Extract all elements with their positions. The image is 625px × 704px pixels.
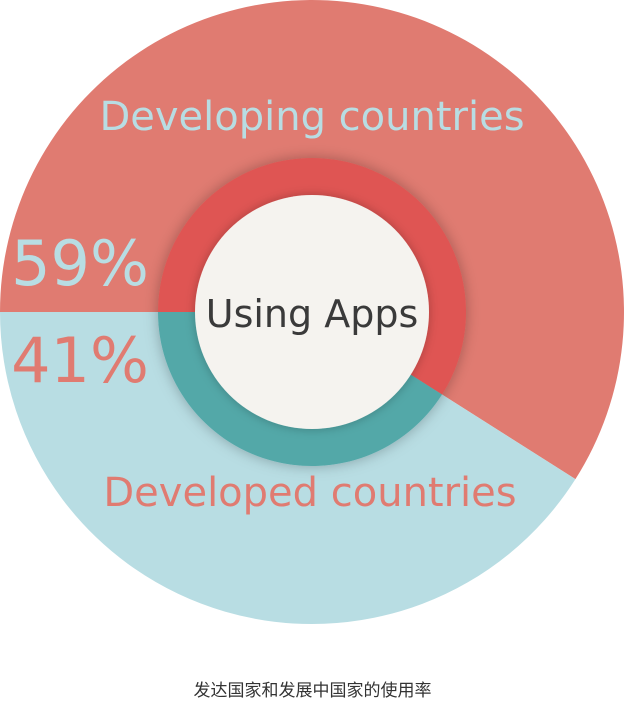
value-label-developing: 59% [11, 227, 149, 300]
chart-caption: 发达国家和发展中国家的使用率 [193, 681, 432, 701]
chart-title: Using Apps [206, 292, 419, 336]
slice-label-developing: Developing countries [99, 94, 524, 140]
center-circle [195, 195, 429, 429]
slice-label-developed: Developed countries [103, 470, 516, 516]
value-label-developed: 41% [11, 324, 149, 397]
